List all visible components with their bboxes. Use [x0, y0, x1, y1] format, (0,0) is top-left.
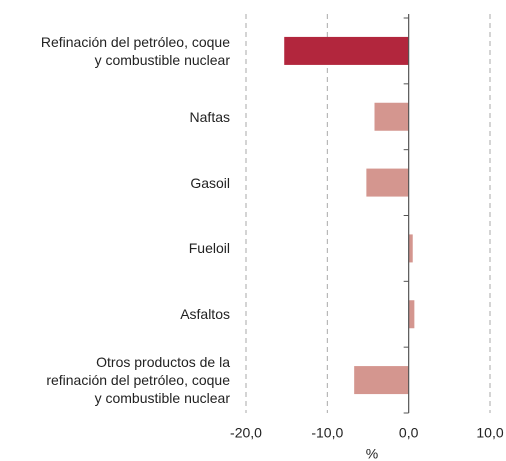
- x-tick-label: -10,0: [311, 425, 343, 441]
- y-tick-label: Refinación del petróleo, coque y combust…: [40, 33, 230, 68]
- y-tick-label: Fueloil: [188, 240, 230, 257]
- y-tick-label: Otros productos de la refinación del pet…: [46, 354, 230, 407]
- y-tick-label: Naftas: [189, 108, 230, 125]
- x-tick-label: -20,0: [230, 425, 262, 441]
- bar: [374, 102, 409, 131]
- x-axis-label: %: [366, 446, 378, 461]
- y-tick-label: Asfaltos: [180, 306, 230, 323]
- x-tick-label: 0,0: [399, 425, 419, 441]
- bar: [366, 168, 409, 197]
- bar: [408, 300, 415, 329]
- bar: [284, 36, 409, 65]
- bar: [354, 366, 409, 395]
- y-tick-label: Gasoil: [190, 174, 230, 191]
- bar: [408, 234, 413, 263]
- x-tick-label: 10,0: [476, 425, 503, 441]
